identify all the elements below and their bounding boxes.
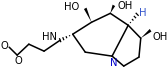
Text: N: N <box>110 58 118 68</box>
Text: HN: HN <box>42 32 57 42</box>
Text: O: O <box>1 41 8 51</box>
Text: H: H <box>139 8 146 18</box>
Polygon shape <box>84 8 92 22</box>
Text: OH: OH <box>152 32 168 42</box>
Polygon shape <box>141 29 151 38</box>
Text: OH: OH <box>117 1 133 11</box>
Text: HO: HO <box>64 2 79 12</box>
Text: O: O <box>14 56 22 66</box>
Polygon shape <box>110 5 115 13</box>
